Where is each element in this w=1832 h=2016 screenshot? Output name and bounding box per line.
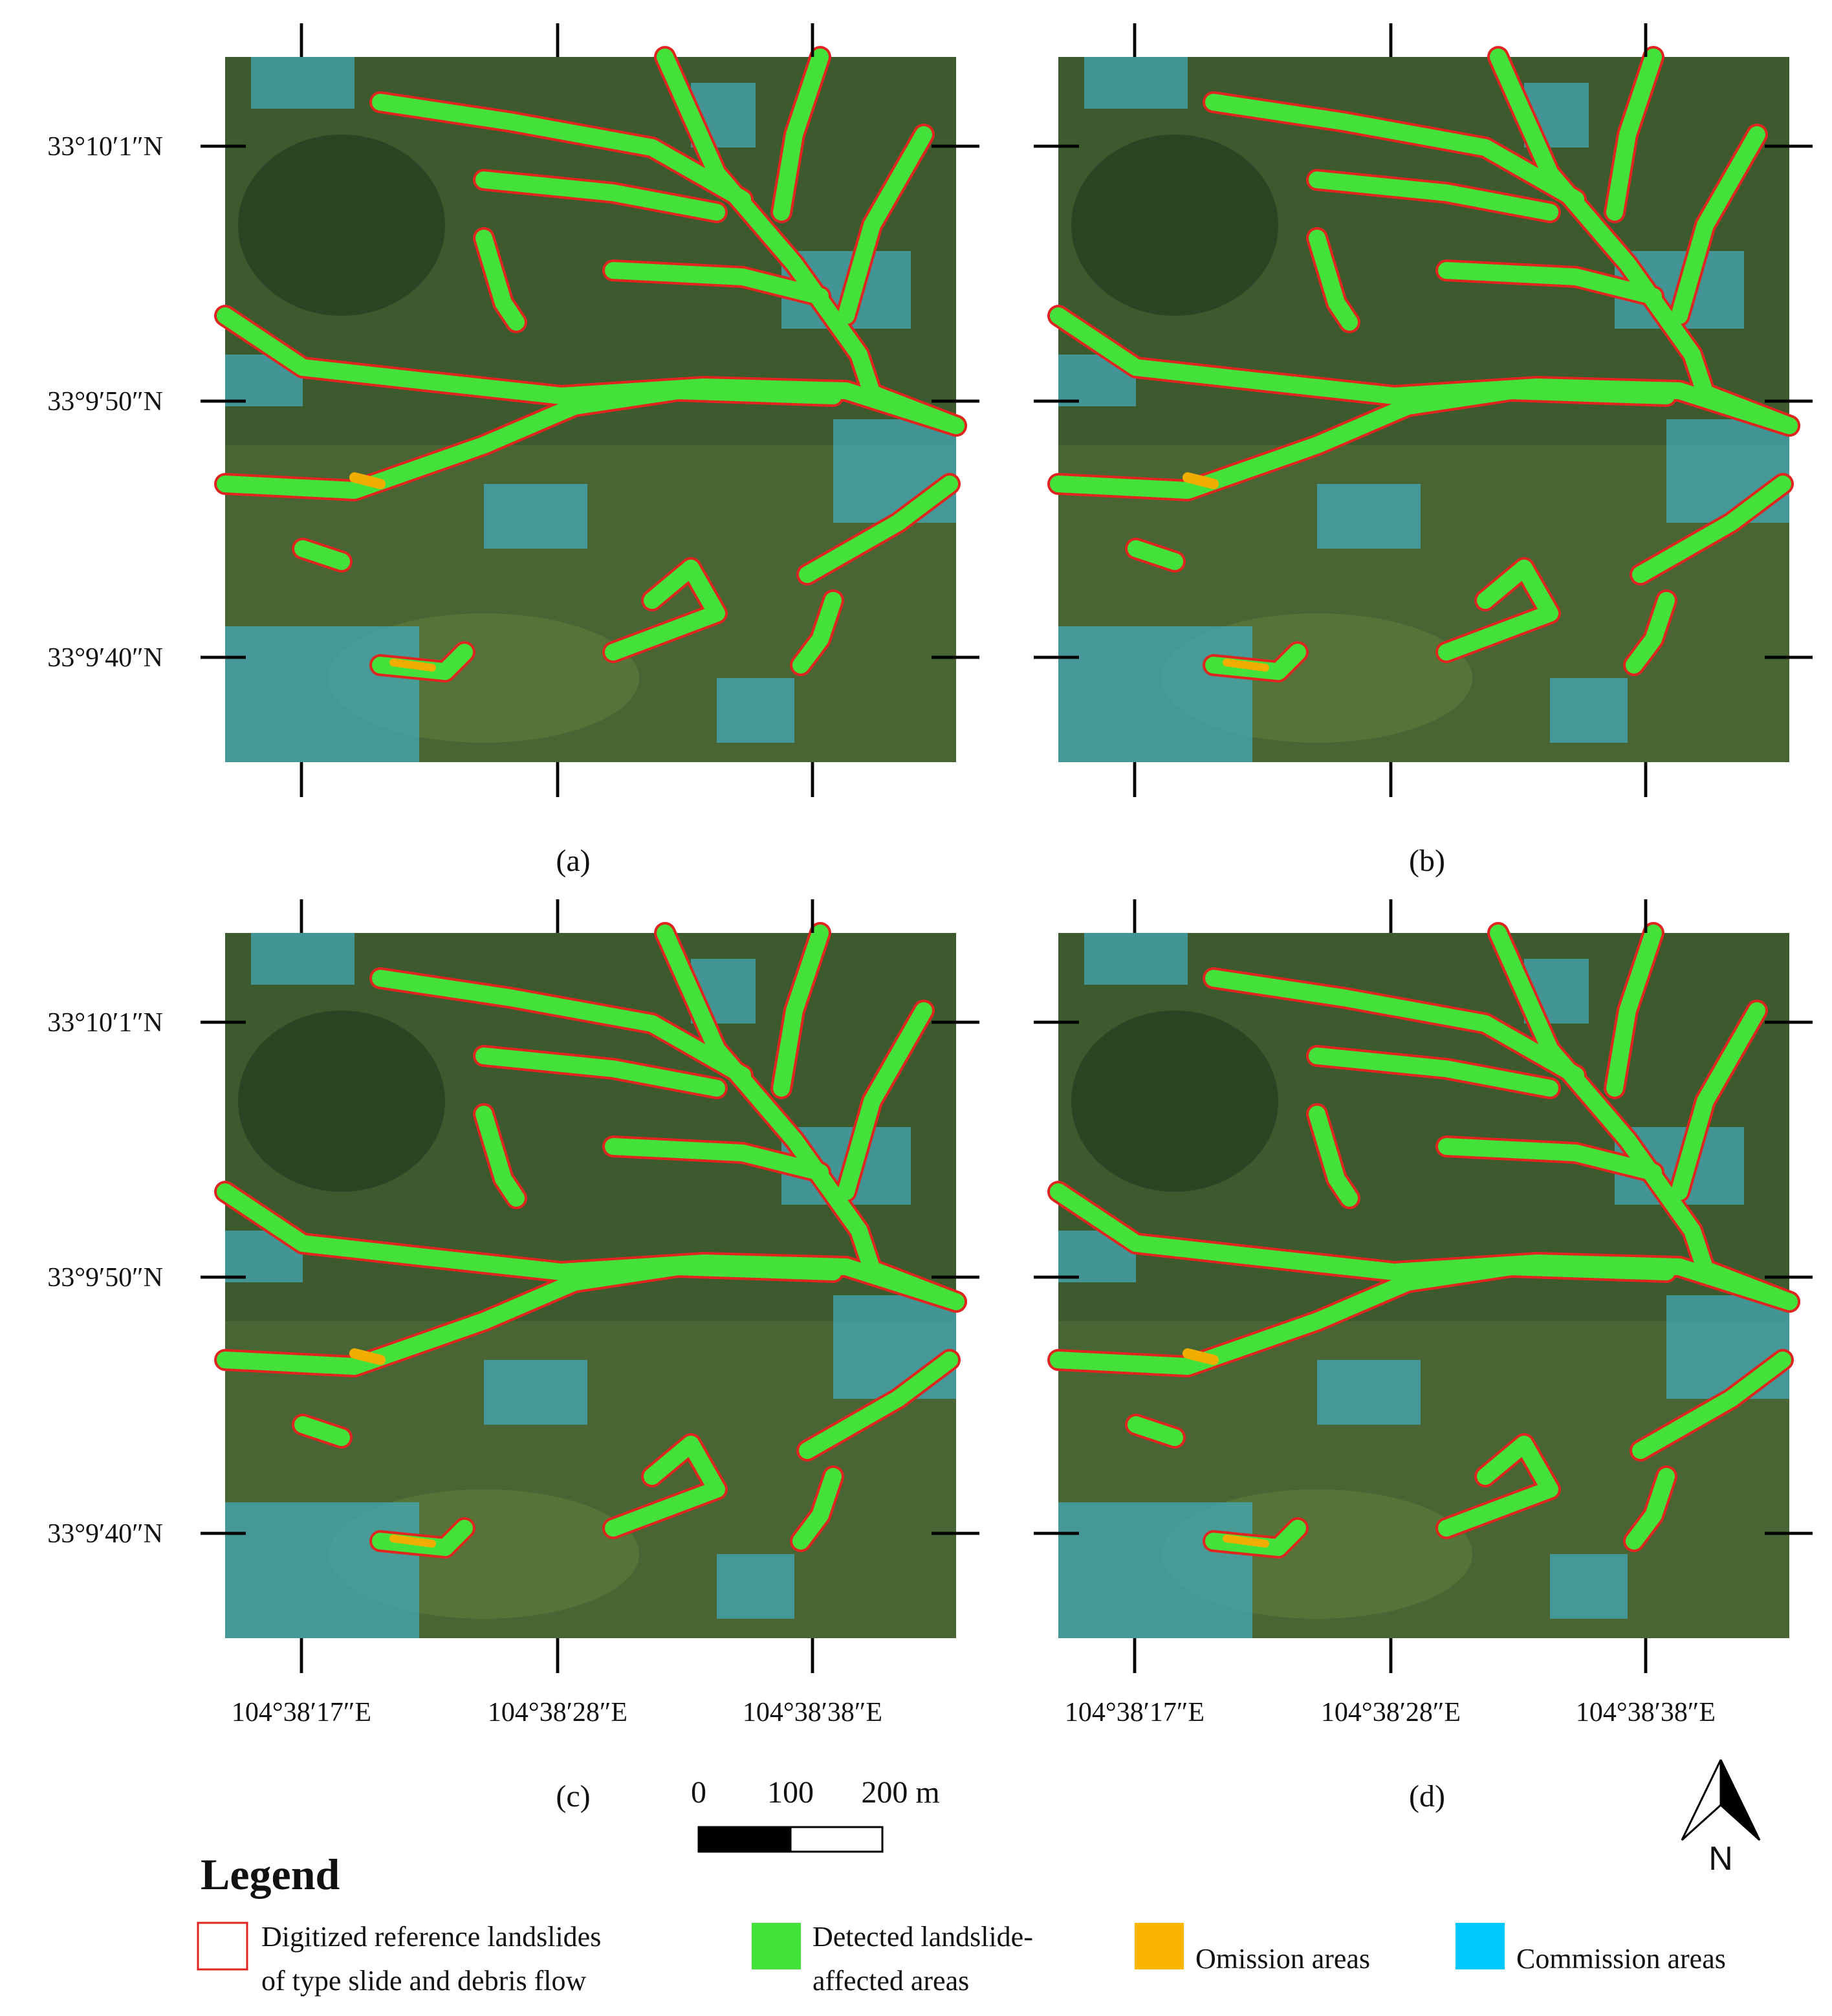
legend-text: Omission areas: [1195, 1943, 1370, 1975]
lat-label: 33°9′50″N: [47, 387, 163, 417]
lat-label: 33°10′1″N: [47, 1008, 163, 1038]
panel-label: (d): [1409, 1779, 1445, 1813]
legend-swatch: [1135, 1923, 1184, 1969]
panel-label: (a): [556, 844, 590, 878]
scale-label: 100: [767, 1775, 814, 1810]
lat-label: 33°9′50″N: [47, 1263, 163, 1293]
lon-label: 104°38′38″E: [1576, 1698, 1716, 1727]
panel-label: (b): [1409, 844, 1445, 878]
map-image: [225, 933, 956, 1638]
map-image: [1058, 57, 1789, 762]
lon-label: 104°38′17″E: [232, 1698, 371, 1727]
scale-segment: [789, 1826, 884, 1853]
north-label: N: [1708, 1840, 1733, 1878]
legend-text: Digitized reference landslides: [261, 1921, 601, 1953]
scale-label: 0: [691, 1775, 706, 1810]
map-image: [225, 57, 956, 762]
panels: 33°10′1″N 33°9′50″N 33°9′40″N 33°10′1″N 33°9…: [47, 23, 1813, 1727]
scale-label: 200 m: [861, 1775, 939, 1810]
map-panel: 33°10′1″N 33°9′50″N 33°9′40″N 104°38′17″E 10…: [47, 899, 979, 1727]
legend-text: Commission areas: [1516, 1943, 1726, 1975]
scale-segment: [697, 1826, 792, 1853]
panel-label: (c): [556, 1779, 590, 1813]
lat-label: 33°9′40″N: [47, 1519, 163, 1549]
lon-label: 104°38′28″E: [1321, 1698, 1461, 1727]
legend-swatch: [197, 1922, 248, 1971]
scale-bar: 0 100 200 m: [691, 1775, 940, 1853]
legend-text: of type slide and debris flow: [261, 1965, 586, 1997]
legend: Legend Digitized reference landslides of…: [197, 1850, 1726, 1997]
lon-label: 104°38′38″E: [743, 1698, 882, 1727]
map-panel: [1034, 23, 1813, 797]
lon-label: 104°38′17″E: [1065, 1698, 1205, 1727]
map-image: [1058, 933, 1789, 1638]
lat-label: 33°10′1″N: [47, 132, 163, 162]
legend-swatch: [752, 1923, 801, 1969]
legend-swatch: [1456, 1923, 1505, 1969]
map-panel: 33°10′1″N 33°9′50″N 33°9′40″N: [47, 23, 979, 797]
legend-text: affected areas: [812, 1965, 969, 1997]
legend-title: Legend: [201, 1850, 340, 1899]
lon-label: 104°38′28″E: [488, 1698, 627, 1727]
north-arrow: N: [1681, 1759, 1761, 1878]
legend-text: Detected landslide-: [812, 1921, 1033, 1953]
map-panel: 104°38′17″E 104°38′28″E 104°38′38″E: [1034, 899, 1813, 1727]
lat-label: 33°9′40″N: [47, 643, 163, 673]
